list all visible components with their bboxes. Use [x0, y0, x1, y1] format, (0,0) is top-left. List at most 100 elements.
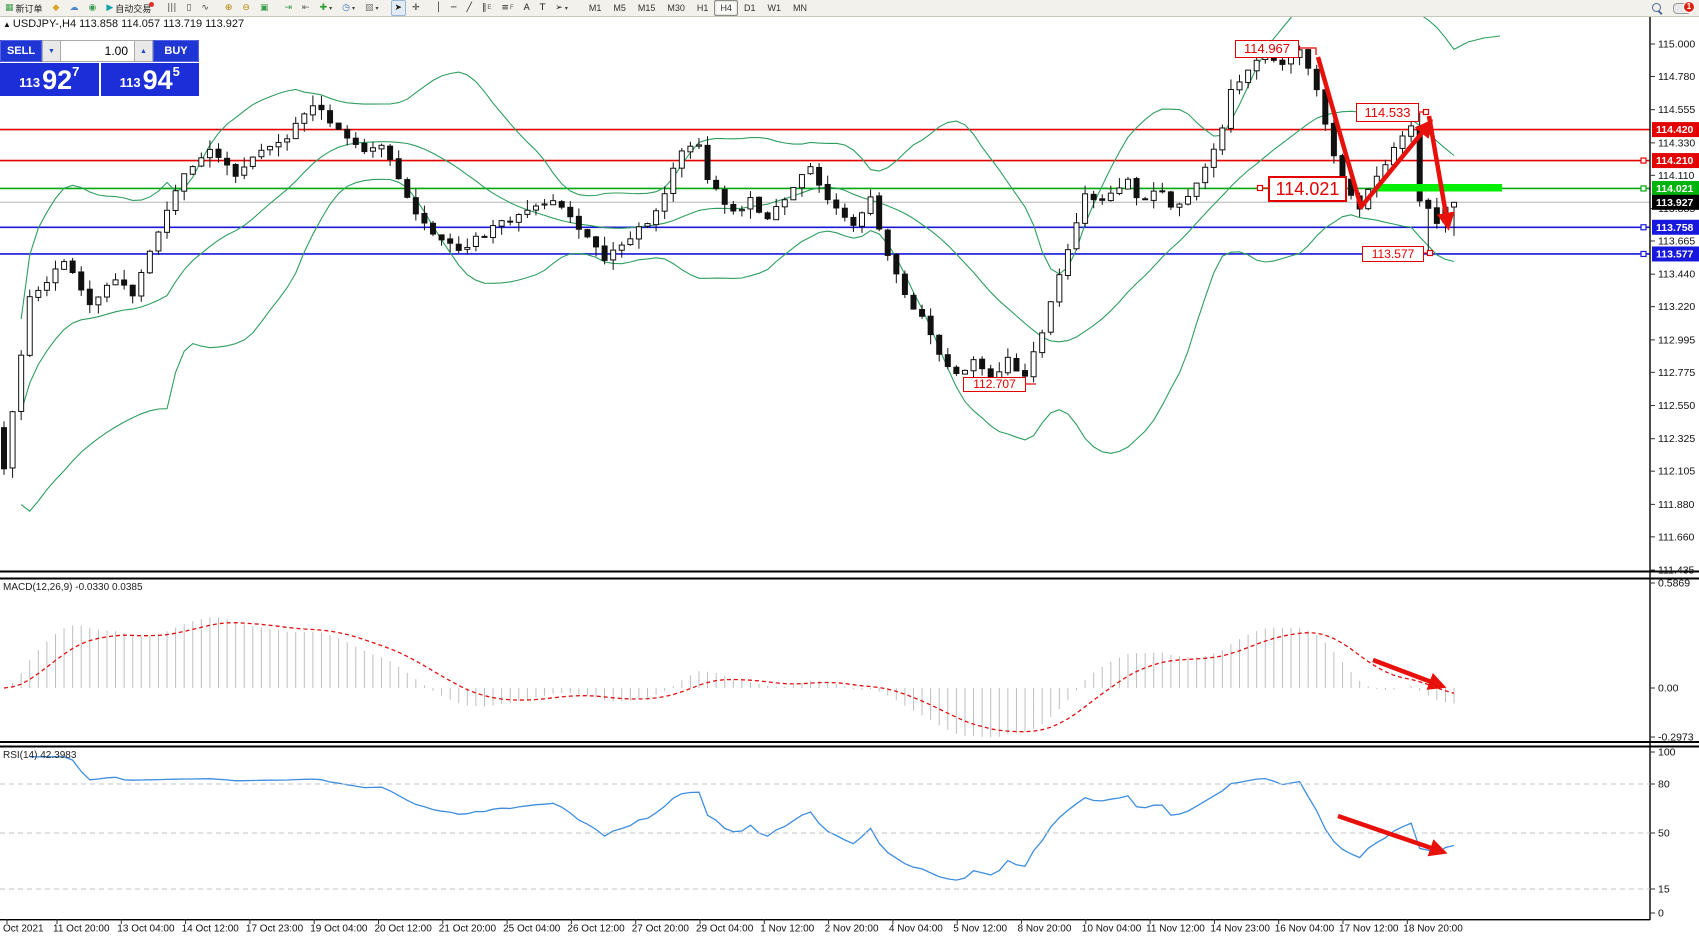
- date-tick-label: 5 Nov 12:00: [953, 924, 1007, 935]
- rsi-tick-label: 100: [1658, 747, 1676, 759]
- candle-body: [1, 427, 7, 470]
- candle-body: [61, 261, 68, 270]
- price-annotation-114021[interactable]: 114.021: [1268, 176, 1347, 202]
- hline-handle[interactable]: [1640, 224, 1647, 231]
- zoom-in-button[interactable]: ⊕: [221, 0, 237, 16]
- zoom-out-button[interactable]: ⊖: [238, 0, 254, 16]
- candle-body: [232, 164, 239, 177]
- timeframe-h1[interactable]: H1: [696, 3, 709, 13]
- macd-forecast-arrow[interactable]: [1372, 657, 1447, 690]
- price-annotation-113577[interactable]: 113.577: [1362, 246, 1424, 262]
- line-chart-button[interactable]: ∿: [197, 0, 213, 16]
- candle-body: [1253, 59, 1260, 72]
- candle-body: [1030, 351, 1037, 378]
- timeframe-w1[interactable]: W1: [767, 3, 781, 13]
- candle-body: [910, 294, 917, 310]
- arrows-tool[interactable]: ➢ ▾: [551, 0, 572, 16]
- timeframe-m5[interactable]: M5: [613, 3, 626, 13]
- timeframe-m15[interactable]: M15: [637, 3, 656, 13]
- horizontal-line-tool[interactable]: ─: [447, 0, 460, 16]
- date-tick-label: 4 Nov 04:00: [889, 924, 943, 935]
- candle-body: [841, 207, 848, 218]
- candle-body: [610, 249, 617, 261]
- annotation-handle[interactable]: [1422, 108, 1430, 116]
- text-tool[interactable]: A: [520, 0, 534, 16]
- timeframe-toolbar: M1 M5 M15 M30 H1 H4 D1 W1 MN: [583, 0, 813, 16]
- forecast-arrow-down[interactable]: [1426, 115, 1455, 231]
- annotation-handle[interactable]: [1426, 249, 1434, 257]
- timeframe-h4[interactable]: H4: [714, 0, 738, 16]
- indicators-button-caret[interactable]: ▾: [329, 5, 333, 12]
- timeframe-m1[interactable]: M1: [588, 3, 602, 13]
- buy-button[interactable]: BUY: [153, 40, 199, 62]
- candle-body: [224, 157, 231, 166]
- bar-chart-button[interactable]: |||: [163, 0, 180, 16]
- chart-shift-button[interactable]: ⇤: [298, 0, 314, 16]
- volume-down-button[interactable]: ▼: [42, 40, 61, 62]
- candle-body: [1099, 198, 1106, 201]
- tile-windows-button[interactable]: ▣: [256, 0, 273, 16]
- candle-body: [773, 206, 780, 221]
- metaeditor-button[interactable]: ◆: [49, 0, 64, 16]
- rsi-forecast-arrow[interactable]: [1337, 813, 1448, 857]
- volume-field[interactable]: 1.00: [61, 40, 134, 62]
- periods-button[interactable]: ◷ ▾: [338, 0, 359, 16]
- date-tick-label: 10 Nov 04:00: [1082, 924, 1142, 935]
- hline-handle[interactable]: [1640, 250, 1647, 258]
- price-annotation-114533[interactable]: 114.533: [1356, 103, 1419, 122]
- crosshair-tool[interactable]: ✛: [408, 0, 424, 16]
- sell-price[interactable]: 113 92 7: [0, 63, 99, 96]
- timeframe-d1[interactable]: D1: [743, 3, 756, 13]
- search-icon[interactable]: [1652, 2, 1663, 15]
- cursor-tool[interactable]: ➤: [390, 0, 407, 16]
- fibonacci-tool[interactable]: ≡ F: [497, 0, 517, 16]
- candle-body: [206, 148, 213, 159]
- indicators-button[interactable]: ✚ ▾: [316, 0, 337, 16]
- sell-button[interactable]: SELL: [0, 40, 42, 62]
- signals-button[interactable]: ◉: [84, 0, 100, 16]
- vertical-line-tool[interactable]: │: [432, 0, 445, 16]
- arrows-tool-caret[interactable]: ▾: [564, 5, 568, 12]
- price-annotation-112707[interactable]: 112.707: [963, 377, 1026, 392]
- auto-scroll-button[interactable]: ⇥: [280, 0, 296, 16]
- hline-handle[interactable]: [1640, 185, 1647, 192]
- candle-body: [1202, 166, 1209, 184]
- symbol-ohlc-text: USDJPY-,H4 113.858 114.057 113.719 113.9…: [12, 18, 245, 30]
- chat-icon[interactable]: 1: [1673, 1, 1695, 14]
- buy-price[interactable]: 113 94 5: [100, 63, 199, 96]
- hline-handle[interactable]: [1640, 157, 1647, 164]
- templates-button[interactable]: ▨ ▾: [361, 0, 383, 16]
- green-highlight-band[interactable]: [1376, 184, 1502, 192]
- channel-tool[interactable]: ∥ E: [478, 0, 496, 16]
- date-tick-label: Oct 2021: [3, 924, 44, 935]
- candle-body: [103, 284, 110, 298]
- price-annotation-114967[interactable]: 114.967: [1235, 40, 1299, 58]
- new-order-button[interactable]: ▦ 新订单: [1, 0, 47, 16]
- autotrading-button-icon: ▶: [106, 3, 114, 13]
- candle-body: [121, 279, 128, 286]
- candle-body: [421, 212, 428, 224]
- price-chip-bg: [1652, 194, 1699, 210]
- candle-body: [52, 268, 59, 284]
- templates-button-caret[interactable]: ▾: [375, 5, 379, 12]
- market-button[interactable]: ☁: [65, 0, 82, 16]
- autotrading-button[interactable]: ▶ 自动交易: [102, 0, 155, 16]
- candle-body: [447, 238, 454, 244]
- price-chip-bg: [1652, 246, 1699, 262]
- annotation-handle[interactable]: [1256, 184, 1264, 192]
- candle-body: [1279, 59, 1286, 65]
- timeframe-m30[interactable]: M30: [667, 3, 685, 13]
- forecast-arrow-down-up[interactable]: [1315, 56, 1434, 210]
- candle-body: [618, 244, 625, 251]
- candle-body: [936, 334, 943, 355]
- volume-up-button[interactable]: ▲: [134, 40, 153, 62]
- timeframe-mn[interactable]: MN: [792, 3, 807, 13]
- candlestick-chart-button[interactable]: ▯: [182, 0, 195, 16]
- trendline-tool[interactable]: ╱: [462, 0, 475, 16]
- text-label-tool[interactable]: T: [536, 0, 550, 16]
- periods-button-caret[interactable]: ▾: [351, 5, 355, 12]
- candle-body: [713, 179, 720, 190]
- candle-body: [138, 271, 145, 297]
- rsi-bottom-border: [0, 919, 1650, 921]
